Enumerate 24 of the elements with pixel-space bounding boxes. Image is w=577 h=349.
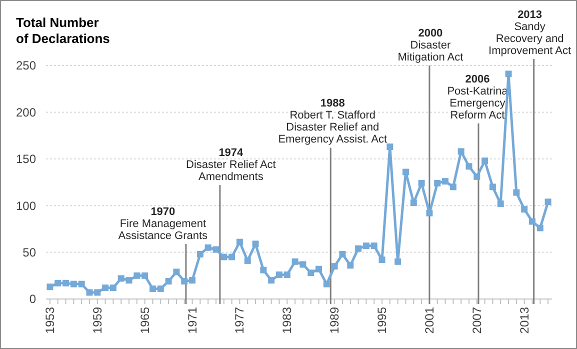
x-tick-label: 1959 xyxy=(90,306,104,334)
x-tick-label: 1995 xyxy=(375,306,390,334)
x-tick-label: 2013 xyxy=(517,306,532,334)
x-tick-label: 2007 xyxy=(470,306,484,334)
ref-line-label: 2000 Disaster Mitigation Act xyxy=(398,28,464,64)
ref-line-label: 2013 Sandy Recovery and Improvement Act xyxy=(488,8,572,57)
y-tick-label: 150 xyxy=(16,152,36,166)
x-tick-label: 2001 xyxy=(422,306,436,334)
ref-line-label: 1974 Disaster Relief Act Amendments xyxy=(186,147,276,184)
x-tick-label: 1977 xyxy=(232,306,247,334)
x-tick-label: 1965 xyxy=(138,306,152,334)
ref-line-label: 1970 Fire Management Assistance Grants xyxy=(118,206,208,242)
y-tick-label: 250 xyxy=(16,58,36,73)
y-tick-label: 100 xyxy=(16,198,36,213)
y-tick-label: 200 xyxy=(16,105,36,120)
x-tick-label: 1953 xyxy=(42,306,57,334)
x-tick-label: 1983 xyxy=(280,306,294,334)
y-tick-label: 0 xyxy=(29,292,36,306)
chart-title: Total Number of Declarations xyxy=(16,15,110,46)
x-tick-label: 1971 xyxy=(185,306,200,334)
y-tick-label: 50 xyxy=(22,246,36,260)
ref-line-label: 2006 Post-Katrina Emergency Reform Act xyxy=(447,73,509,122)
x-tick-label: 1989 xyxy=(328,306,342,334)
ref-line-label: 1988 Robert T. Stafford Disaster Relief and Emergency Assist. Act xyxy=(278,98,388,146)
